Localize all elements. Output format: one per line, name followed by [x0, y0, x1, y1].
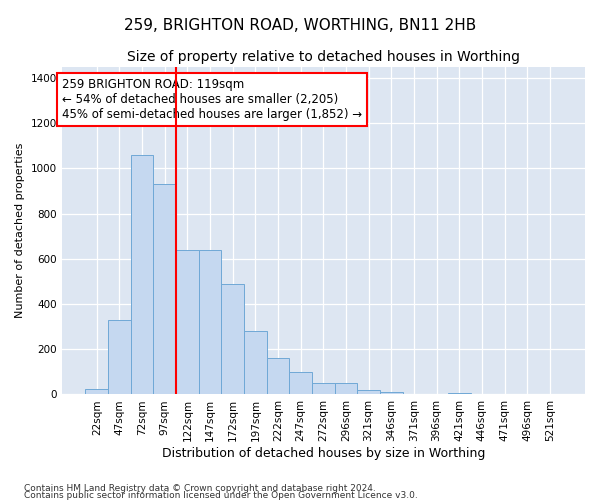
Bar	[289, 372, 312, 394]
Bar	[312, 383, 335, 394]
Bar	[221, 284, 244, 395]
Title: Size of property relative to detached houses in Worthing: Size of property relative to detached ho…	[127, 50, 520, 64]
Bar	[154, 184, 176, 394]
Text: 259 BRIGHTON ROAD: 119sqm
← 54% of detached houses are smaller (2,205)
45% of se: 259 BRIGHTON ROAD: 119sqm ← 54% of detac…	[62, 78, 362, 121]
Text: Contains public sector information licensed under the Open Government Licence v3: Contains public sector information licen…	[24, 491, 418, 500]
Bar	[176, 250, 199, 394]
Bar	[199, 250, 221, 394]
Bar	[244, 331, 266, 394]
Bar	[335, 383, 358, 394]
Bar	[380, 392, 403, 394]
Bar	[358, 390, 380, 394]
Bar	[108, 320, 131, 394]
Text: Contains HM Land Registry data © Crown copyright and database right 2024.: Contains HM Land Registry data © Crown c…	[24, 484, 376, 493]
X-axis label: Distribution of detached houses by size in Worthing: Distribution of detached houses by size …	[161, 447, 485, 460]
Bar	[85, 389, 108, 394]
Y-axis label: Number of detached properties: Number of detached properties	[15, 143, 25, 318]
Text: 259, BRIGHTON ROAD, WORTHING, BN11 2HB: 259, BRIGHTON ROAD, WORTHING, BN11 2HB	[124, 18, 476, 32]
Bar	[131, 155, 154, 394]
Bar	[266, 358, 289, 394]
